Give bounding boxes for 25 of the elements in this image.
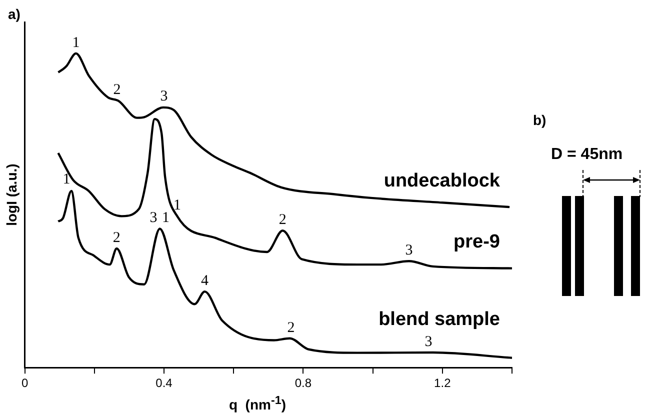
- annotation: 3: [160, 88, 168, 104]
- text: a): [8, 6, 20, 22]
- annotation: 1: [62, 172, 70, 188]
- annotation: 1: [162, 210, 170, 226]
- annotation: 3: [405, 242, 413, 259]
- text: b): [533, 112, 546, 128]
- x-tick-label: 1.2: [434, 376, 452, 390]
- x-axis-title: q (nm$^{-1}$): [228, 394, 288, 413]
- annotation: 3: [424, 334, 432, 350]
- x-tick-label: 0.4: [156, 376, 173, 390]
- annotation: 2: [112, 230, 120, 246]
- series-label: undecablock: [384, 170, 500, 192]
- annotation: 2: [113, 82, 121, 98]
- x-tick-label: 0: [21, 376, 28, 390]
- x-tick-label: 0.8: [294, 376, 312, 390]
- text: D = 45nm: [551, 146, 623, 164]
- annotation: 2: [287, 320, 295, 336]
- series-label: pre-9: [454, 232, 500, 253]
- y-axis-title: logI (a.u.): [3, 164, 20, 226]
- annotation: 2: [278, 212, 286, 228]
- annotation: 1: [173, 198, 181, 214]
- annotation: 1: [72, 34, 80, 51]
- annotation: 3: [150, 210, 158, 226]
- annotation: 4: [200, 273, 209, 290]
- series-label: blend sample: [378, 308, 500, 330]
